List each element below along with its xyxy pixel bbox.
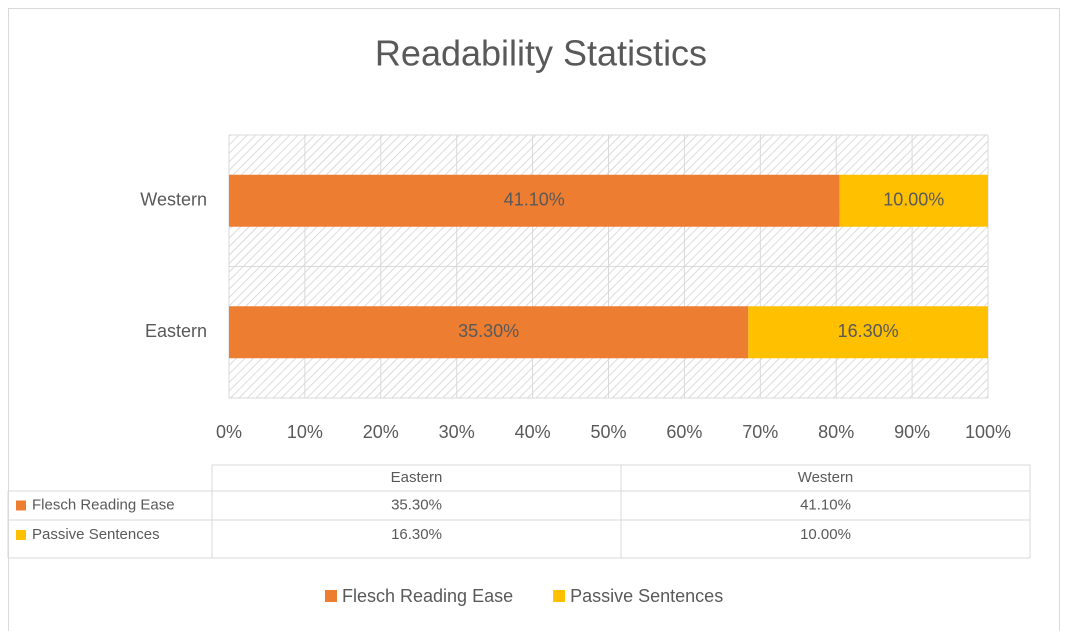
x-tick-label: 80%: [818, 422, 854, 442]
x-tick-label: 30%: [439, 422, 475, 442]
x-tick-label: 40%: [515, 422, 551, 442]
legend-key: [325, 590, 337, 602]
table-cell: 35.30%: [391, 496, 442, 513]
data-label: 35.30%: [458, 321, 519, 341]
x-tick-label: 0%: [216, 422, 242, 442]
x-tick-label: 90%: [894, 422, 930, 442]
x-tick-label: 10%: [287, 422, 323, 442]
bar-segment: [748, 306, 988, 359]
legend-key: [553, 590, 566, 602]
legend-label: Flesch Reading Ease: [342, 586, 513, 606]
table-key: [16, 530, 26, 540]
bar-segment: [839, 174, 988, 227]
x-tick-label: 100%: [965, 422, 1011, 442]
table-header: Western: [798, 469, 854, 486]
table-key: [16, 500, 26, 511]
data-label: 10.00%: [883, 190, 944, 210]
x-tick-label: 70%: [742, 422, 778, 442]
table-row-header: Passive Sentences: [32, 526, 160, 543]
bar-segment: [229, 306, 749, 359]
y-tick-label: Western: [140, 190, 207, 210]
data-label: 41.10%: [504, 190, 565, 210]
data-label: 16.30%: [838, 321, 899, 341]
legend-label: Passive Sentences: [570, 586, 723, 606]
table-row-header: Flesch Reading Ease: [32, 496, 175, 513]
x-tick-label: 50%: [590, 422, 626, 442]
x-tick-label: 60%: [666, 422, 702, 442]
table-cell: 16.30%: [391, 526, 442, 543]
table-cell: 41.10%: [800, 496, 851, 513]
x-tick-label: 20%: [363, 422, 399, 442]
y-tick-label: Eastern: [145, 321, 207, 341]
table-header: Eastern: [391, 469, 443, 486]
chart-title: Readability Statistics: [375, 33, 707, 74]
bar-segment: [229, 174, 840, 227]
table-cell: 10.00%: [800, 526, 851, 543]
